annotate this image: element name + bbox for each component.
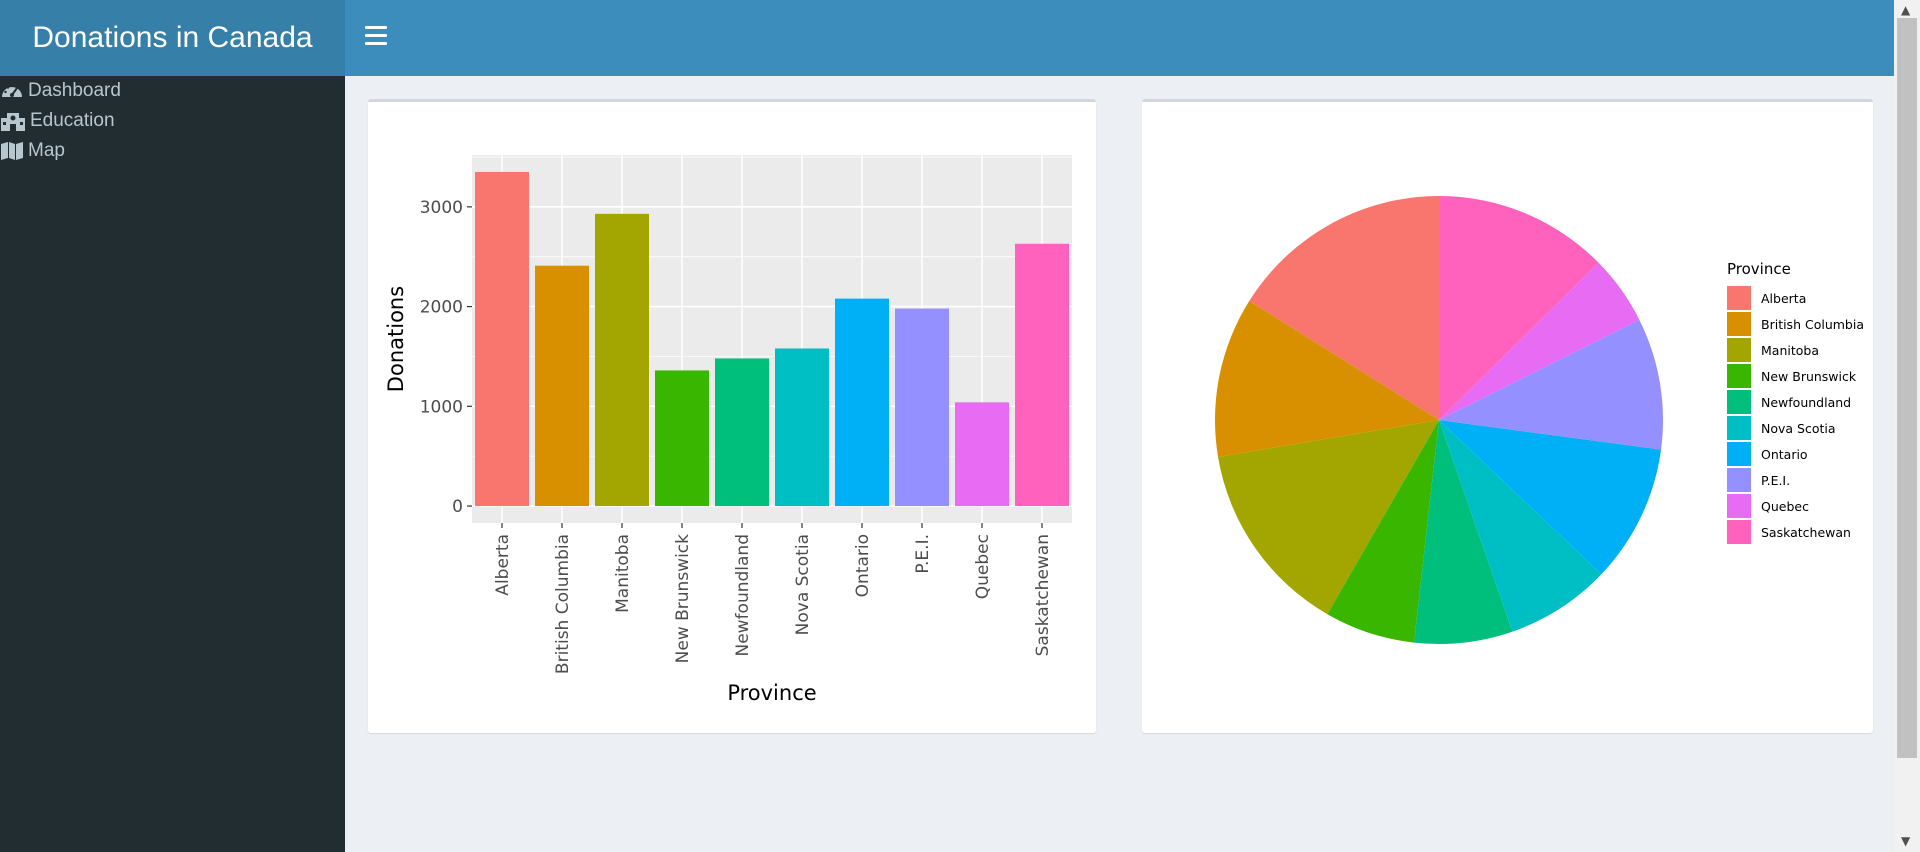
legend-label: Newfoundland — [1761, 395, 1851, 410]
sidebar-item-education[interactable]: Education — [0, 106, 345, 136]
legend-key — [1727, 364, 1751, 388]
pie-slice-ontario — [1439, 420, 1662, 575]
pie-slice-new-brunswick — [1327, 420, 1439, 643]
x-tick-label: P.E.I. — [913, 534, 933, 574]
page-scrollbar[interactable]: ▲ ▼ — [1894, 0, 1920, 852]
bar-alberta — [475, 171, 529, 507]
x-tick-label: Manitoba — [613, 534, 633, 613]
legend-key — [1727, 390, 1751, 414]
main-content: 0 1000 2000 3000 Alberta British Columbia Mani… — [345, 76, 1894, 852]
pie-chart: Province Alberta British Columbia Manitoba N… — [1215, 196, 1864, 644]
legend-key — [1727, 520, 1751, 544]
legend-key — [1727, 494, 1751, 518]
x-tick-label: British Columbia — [553, 534, 573, 674]
legend-title: Province — [1727, 260, 1791, 278]
bar-quebec — [955, 402, 1009, 507]
map-icon — [1, 142, 23, 160]
sidebar-item-label: Map — [28, 140, 65, 161]
x-tick-label: Quebec — [973, 534, 993, 599]
sidebar-item-label: Education — [30, 110, 115, 131]
legend-label: British Columbia — [1761, 317, 1864, 332]
legend-label: Alberta — [1761, 291, 1806, 306]
y-tick-label: 1000 — [420, 397, 463, 417]
legend-key — [1727, 312, 1751, 336]
sidebar-item-label: Dashboard — [28, 80, 121, 101]
top-navbar — [345, 0, 1894, 76]
pie-slice-british-columbia — [1215, 300, 1439, 457]
legend-key — [1727, 286, 1751, 310]
menu-toggle-icon[interactable] — [365, 26, 387, 50]
scrollbar-thumb[interactable] — [1897, 18, 1917, 758]
bar-ontario — [835, 298, 889, 507]
x-tick-label: Newfoundland — [733, 534, 753, 657]
y-tick-label: 3000 — [420, 198, 463, 218]
x-axis-title: Province — [727, 681, 816, 705]
legend-label: Ontario — [1761, 447, 1808, 462]
sidebar: Dashboard Education Map — [0, 76, 345, 852]
pie-slice-alberta — [1249, 196, 1439, 420]
legend-label: New Brunswick — [1761, 369, 1857, 384]
bar-chart: 0 1000 2000 3000 Alberta British Columbia Mani… — [384, 155, 1072, 705]
legend-label: P.E.I. — [1761, 473, 1790, 488]
bar-nova-scotia — [775, 348, 829, 507]
app-title[interactable]: Donations in Canada — [0, 0, 345, 76]
pie-slice-manitoba — [1218, 420, 1439, 615]
y-axis-title: Donations — [384, 286, 408, 392]
legend-key — [1727, 442, 1751, 466]
bar-saskatchewan — [1015, 243, 1069, 507]
x-tick-label: Nova Scotia — [793, 534, 813, 635]
pie-slice-nova-scotia — [1439, 420, 1602, 632]
x-tick-label: Saskatchewan — [1033, 534, 1053, 656]
pie-slice-quebec — [1439, 262, 1640, 420]
bar-new-brunswick — [655, 370, 709, 507]
x-tick-label: New Brunswick — [673, 534, 693, 664]
legend-key — [1727, 416, 1751, 440]
bar-newfoundland — [715, 358, 769, 507]
bar-manitoba — [595, 213, 649, 507]
y-tick-label: 0 — [452, 497, 463, 517]
bar-p-e-i- — [895, 308, 949, 507]
legend-label: Manitoba — [1761, 343, 1819, 358]
pie-slice-saskatchewan — [1439, 196, 1599, 420]
bar-chart-box: 0 1000 2000 3000 Alberta British Columbia Mani… — [368, 99, 1096, 733]
sidebar-item-map[interactable]: Map — [0, 136, 345, 166]
legend-label: Quebec — [1761, 499, 1809, 514]
scroll-down-icon[interactable]: ▼ — [1901, 834, 1911, 848]
pie-slice-p-e-i- — [1439, 319, 1663, 450]
pie-slice-newfoundland — [1414, 420, 1513, 644]
bar-british-columbia — [535, 265, 589, 507]
y-tick-label: 2000 — [420, 298, 463, 318]
legend-key — [1727, 468, 1751, 492]
scroll-up-icon[interactable]: ▲ — [1901, 3, 1911, 17]
sidebar-item-dashboard[interactable]: Dashboard — [0, 76, 345, 106]
x-tick-label: Ontario — [853, 534, 873, 597]
school-icon — [1, 113, 25, 131]
pie-chart-box: Province Alberta British Columbia Manitoba N… — [1142, 99, 1873, 733]
x-tick-label: Alberta — [493, 534, 513, 596]
legend-key — [1727, 338, 1751, 362]
legend-label: Nova Scotia — [1761, 421, 1836, 436]
legend-label: Saskatchewan — [1761, 525, 1851, 540]
dashboard-icon — [2, 84, 22, 97]
